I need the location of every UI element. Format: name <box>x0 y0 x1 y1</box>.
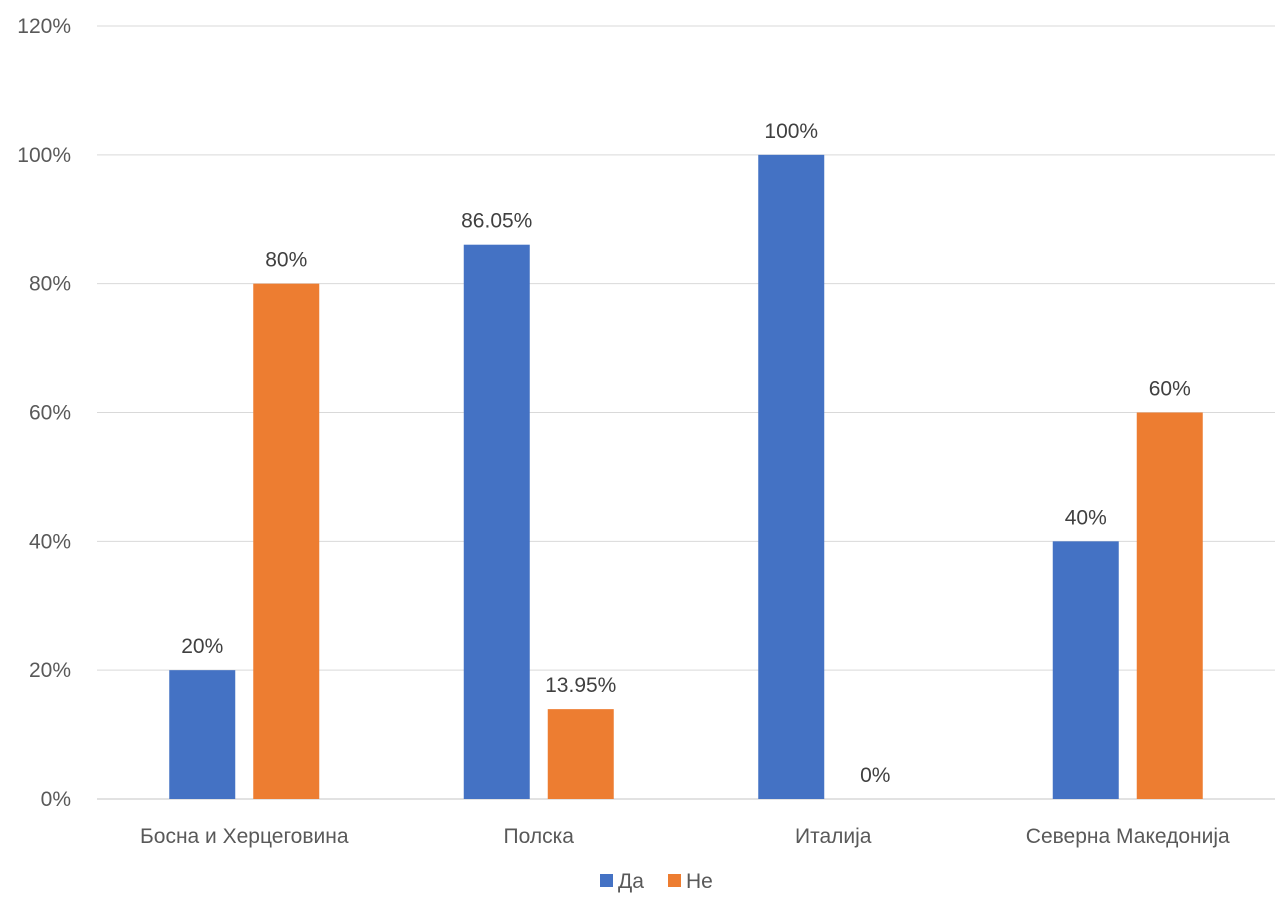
category-label: Италија <box>795 825 872 848</box>
category-label: Северна Македонија <box>1026 825 1230 848</box>
data-label: 100% <box>764 120 818 143</box>
data-label: 86.05% <box>461 210 532 233</box>
category-label: Полска <box>504 825 575 848</box>
legend-label: Да <box>618 870 644 893</box>
data-label: 0% <box>860 764 890 787</box>
bars <box>169 154 1203 800</box>
bar-da <box>1052 541 1119 799</box>
data-labels: 20% 80% 86.05% 13.95% 100% 0% 40% 60% <box>181 120 1191 787</box>
y-tick-label: 40% <box>29 530 71 553</box>
legend-swatch <box>600 874 613 887</box>
legend-swatch <box>668 874 681 887</box>
legend-item-ne[interactable]: Не <box>668 870 713 893</box>
data-label: 80% <box>265 249 307 272</box>
y-tick-label: 80% <box>29 273 71 296</box>
category-label: Босна и Херцеговина <box>140 825 349 848</box>
legend-label: Не <box>686 870 713 893</box>
data-label: 40% <box>1065 506 1107 529</box>
y-tick-label: 120% <box>17 15 71 38</box>
bar-da <box>758 154 825 800</box>
y-axis-tick-labels: 0% 20% 40% 60% 80% 100% 120% <box>17 15 71 811</box>
bar-ne <box>547 709 614 799</box>
data-label: 60% <box>1149 378 1191 401</box>
data-label: 13.95% <box>545 674 616 697</box>
data-label: 20% <box>181 635 223 658</box>
bar-da <box>463 244 530 799</box>
y-tick-label: 100% <box>17 144 71 167</box>
y-tick-label: 20% <box>29 659 71 682</box>
y-tick-label: 0% <box>41 788 71 811</box>
legend[interactable]: Да Не <box>600 870 713 893</box>
y-tick-label: 60% <box>29 402 71 425</box>
x-axis-category-labels: Босна и Херцеговина Полска Италија Северна … <box>140 825 1230 848</box>
bar-ne <box>253 283 320 800</box>
bar-ne <box>1136 412 1203 799</box>
bar-da <box>169 670 236 799</box>
legend-item-da[interactable]: Да <box>600 870 644 893</box>
